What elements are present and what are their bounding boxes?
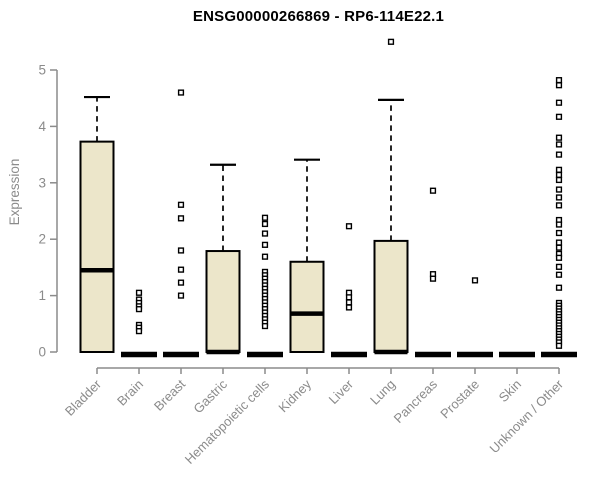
outlier-point: [261, 241, 269, 248]
outlier-point: [555, 221, 563, 228]
outlier-point: [345, 223, 353, 230]
outlier-point: [135, 328, 143, 335]
outlier-point: [555, 166, 563, 173]
outlier-point: [261, 322, 269, 330]
outlier-point: [261, 220, 269, 228]
outlier-point: [555, 82, 563, 89]
outlier-point: [555, 342, 563, 349]
box: [373, 239, 409, 353]
outlier-point: [555, 284, 563, 291]
x-tick-label: Kidney: [275, 376, 314, 415]
flat-box: [415, 351, 451, 358]
chart-title: ENSG00000266869 - RP6-114E22.1: [192, 8, 445, 25]
outlier-point: [555, 244, 563, 251]
x-tick-label: Pancreas: [391, 376, 441, 426]
outlier-point: [471, 277, 479, 284]
outlier-point: [555, 239, 563, 246]
box: [79, 140, 115, 353]
flat-box: [541, 351, 577, 358]
outlier-point: [429, 275, 437, 282]
outlier-point: [555, 202, 563, 209]
outlier-point: [345, 304, 353, 311]
outlier-point: [555, 263, 563, 270]
box: [205, 250, 241, 354]
outlier-point: [555, 254, 563, 261]
outlier-point: [555, 171, 563, 179]
outlier-point: [555, 271, 563, 278]
x-tick-label: Bladder: [62, 376, 105, 419]
outlier-point: [345, 299, 353, 306]
y-tick-label: 2: [38, 232, 46, 247]
flat-box: [163, 351, 199, 358]
y-tick-label: 3: [38, 175, 46, 190]
outlier-point: [555, 151, 563, 158]
x-tick-label: Liver: [326, 376, 357, 407]
outlier-point: [387, 38, 395, 45]
outlier-point: [555, 176, 563, 184]
outlier-point: [555, 186, 563, 193]
outlier-point: [177, 201, 185, 208]
y-tick-label: 4: [38, 119, 46, 134]
outlier-point: [555, 229, 563, 237]
flat-box: [121, 351, 157, 358]
outlier-point: [135, 306, 143, 313]
x-tick-label: Skin: [496, 377, 524, 405]
outlier-point: [345, 294, 353, 301]
x-tick-label: Brain: [114, 377, 146, 409]
outlier-point: [177, 266, 185, 273]
flat-box: [331, 351, 367, 358]
outlier-point: [429, 187, 437, 194]
outlier-point: [177, 247, 185, 254]
outlier-point: [555, 134, 563, 141]
outlier-point: [261, 214, 269, 221]
outlier-point: [555, 99, 563, 106]
outlier-point: [177, 215, 185, 222]
x-tick-label: Lung: [367, 377, 398, 408]
outlier-point: [177, 279, 185, 286]
outlier-point: [555, 77, 563, 84]
outlier-point: [555, 113, 563, 120]
outlier-point: [135, 289, 143, 296]
flat-box: [499, 351, 535, 358]
y-tick-label: 1: [38, 288, 46, 303]
x-tick-label: Unknown / Other: [487, 376, 567, 456]
outlier-point: [177, 292, 185, 299]
outlier-point: [555, 141, 563, 148]
x-tick-label: Prostate: [437, 377, 482, 422]
outlier-point: [177, 89, 185, 96]
flat-box: [457, 351, 493, 358]
y-tick-label: 5: [38, 63, 46, 78]
outlier-point: [261, 230, 269, 237]
y-tick-label: 0: [38, 345, 46, 360]
box: [289, 260, 325, 354]
flat-box: [247, 351, 283, 358]
x-tick-label: Gastric: [190, 376, 230, 416]
outlier-point: [555, 194, 563, 201]
x-tick-label: Breast: [151, 376, 188, 413]
outlier-point: [261, 253, 269, 260]
